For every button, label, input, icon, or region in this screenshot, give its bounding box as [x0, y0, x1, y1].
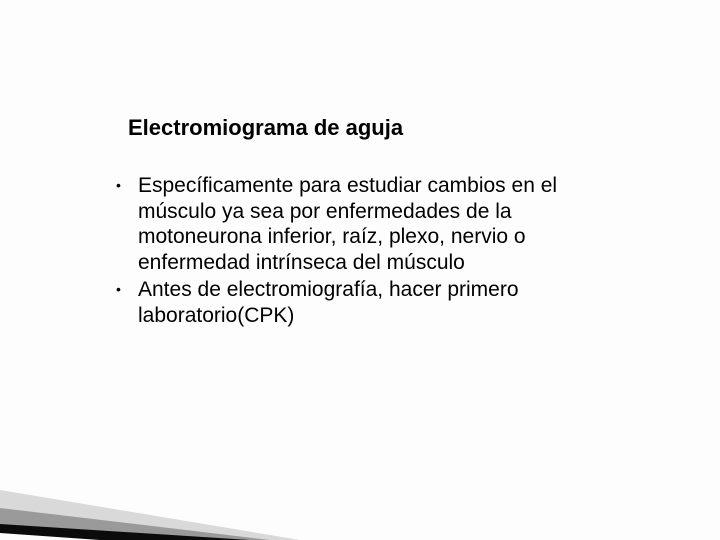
list-item: Antes de electromiografía, hacer primero…	[110, 277, 640, 328]
slide-body: Específicamente para estudiar cambios en…	[110, 173, 640, 331]
bullet-text: Específicamente para estudiar cambios en…	[138, 174, 557, 274]
slide: Electromiograma de aguja Específicamente…	[0, 0, 720, 540]
list-item: Específicamente para estudiar cambios en…	[110, 173, 640, 275]
corner-decoration	[0, 420, 360, 540]
bullet-text: Antes de electromiografía, hacer primero…	[138, 278, 519, 327]
bullet-list: Específicamente para estudiar cambios en…	[110, 173, 640, 329]
slide-title: Electromiograma de aguja	[128, 115, 403, 141]
